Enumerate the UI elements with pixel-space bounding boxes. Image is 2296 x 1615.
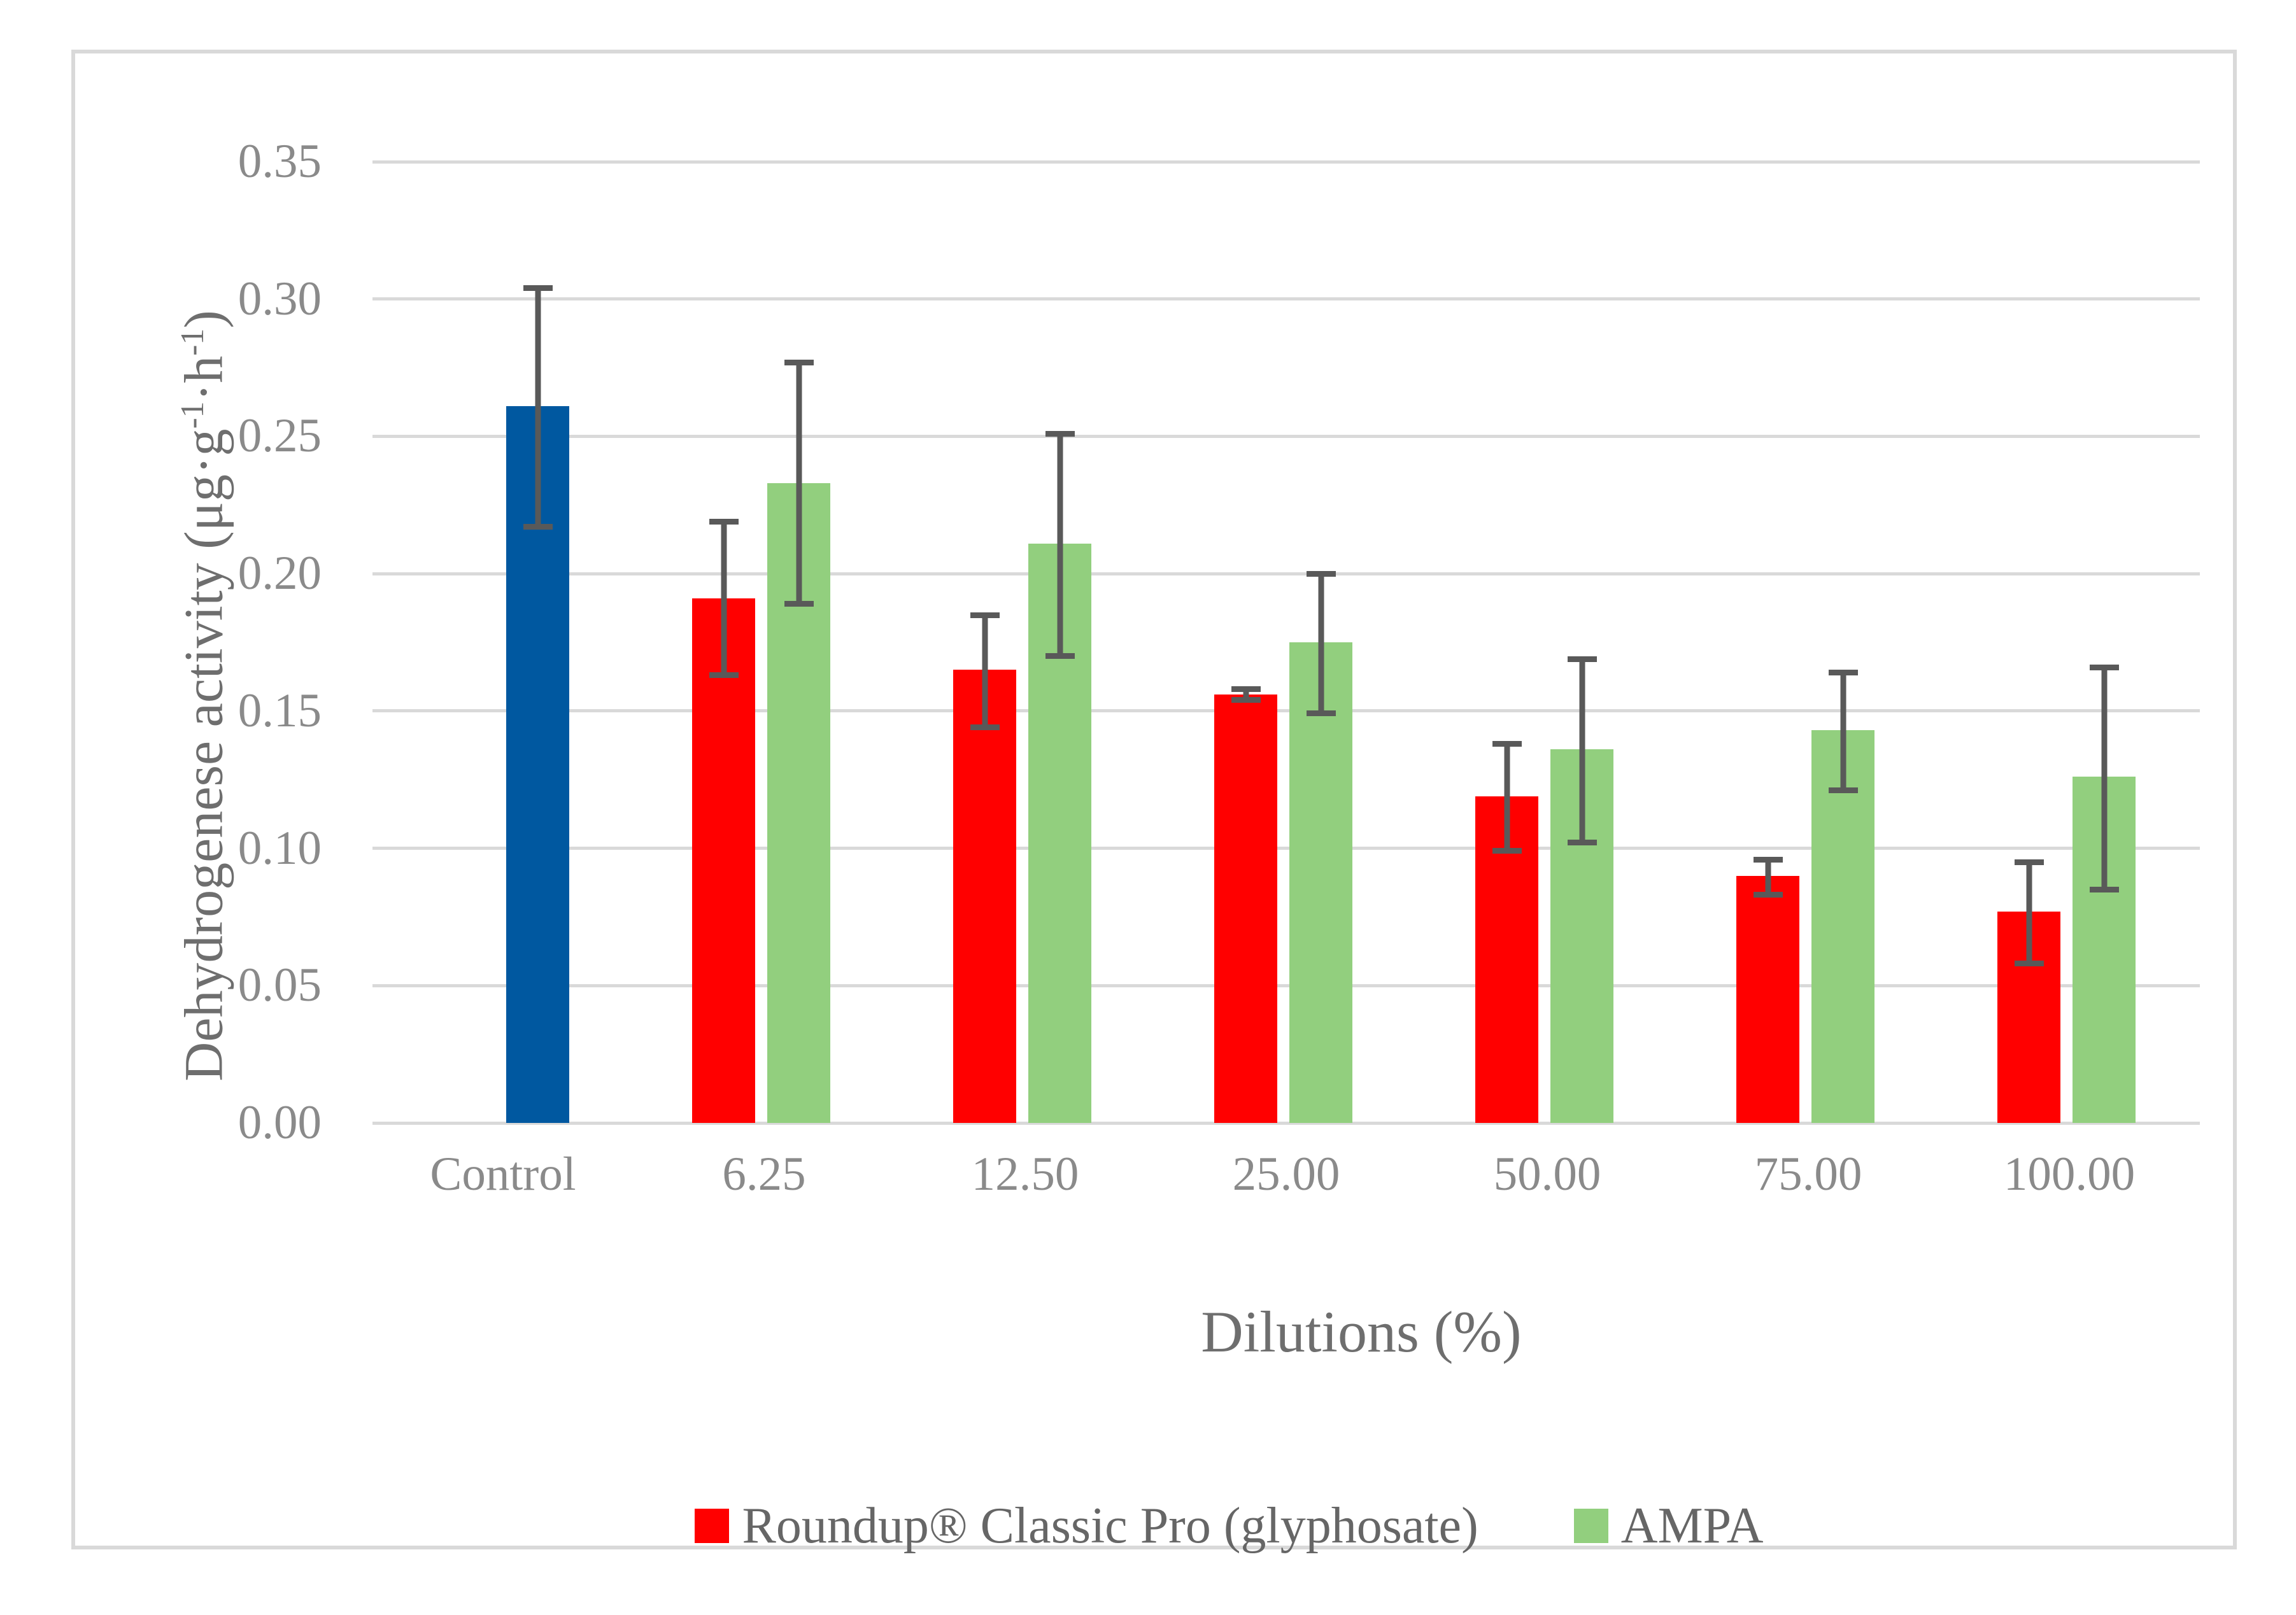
error-bar: [2089, 664, 2119, 892]
gridline: [372, 297, 2200, 301]
legend-label-ampa: AMPA: [1620, 1498, 1764, 1554]
x-tick-label: 6.25: [722, 1148, 806, 1201]
error-bar: [1231, 686, 1261, 703]
x-tick-label: 12.50: [971, 1148, 1079, 1201]
error-bar: [784, 359, 814, 607]
error-bar: [709, 518, 739, 679]
x-tick-label: 100.00: [2003, 1148, 2136, 1201]
error-bar: [970, 612, 1000, 731]
bar-roundup-6.25: [692, 598, 755, 1123]
error-bar: [1753, 856, 1783, 898]
y-tick-label: 0.10: [237, 821, 322, 875]
error-bar: [1306, 570, 1336, 717]
y-tick-label: 0.00: [237, 1096, 322, 1149]
error-bar: [1492, 741, 1522, 854]
y-tick-label: 0.35: [237, 135, 322, 188]
legend-swatch-roundup: [695, 1509, 730, 1543]
plot-area: [372, 160, 2200, 1125]
x-axis-title: Dilutions (%): [1201, 1299, 1522, 1364]
legend-swatch-ampa: [1573, 1509, 1608, 1543]
x-tick-label: 50.00: [1493, 1148, 1601, 1201]
legend-entry-ampa: AMPA: [1573, 1498, 1764, 1554]
x-tick-label: 75.00: [1754, 1148, 1862, 1201]
y-tick-label: 0.05: [237, 959, 322, 1012]
gridline: [372, 434, 2200, 438]
gridline: [372, 160, 2200, 164]
gridline: [372, 709, 2200, 713]
bar-roundup-25.00: [1214, 694, 1277, 1123]
x-tick-label: Control: [430, 1148, 576, 1201]
legend-label-roundup: Roundup® Classic Pro (glyphosate): [742, 1498, 1478, 1554]
legend-entry-roundup: Roundup® Classic Pro (glyphosate): [695, 1500, 1478, 1551]
bar-ampa-25.00: [1289, 642, 1352, 1123]
bar-ampa-75.00: [1811, 730, 1874, 1123]
error-bar: [1045, 430, 1075, 659]
superscript-minus-one: -1: [174, 328, 211, 356]
y-tick-label: 0.15: [237, 684, 322, 737]
error-bar: [1567, 656, 1597, 846]
x-axis-line: [372, 1121, 2200, 1125]
y-tick-label: 0.20: [237, 547, 322, 600]
x-tick-label: 25.00: [1232, 1148, 1340, 1201]
gridline: [372, 984, 2200, 987]
y-tick-label: 0.30: [237, 272, 322, 325]
bar-roundup-12.50: [953, 670, 1016, 1123]
y-tick-label: 0.25: [237, 409, 322, 463]
bar-roundup-75.00: [1736, 875, 1799, 1123]
gridline: [372, 847, 2200, 850]
error-bar: [523, 285, 553, 530]
error-bar: [1828, 670, 1858, 794]
legend: Roundup® Classic Pro (glyphosate) AMPA: [146, 1491, 2296, 1561]
gridline: [372, 572, 2200, 575]
error-bar: [2014, 859, 2044, 967]
